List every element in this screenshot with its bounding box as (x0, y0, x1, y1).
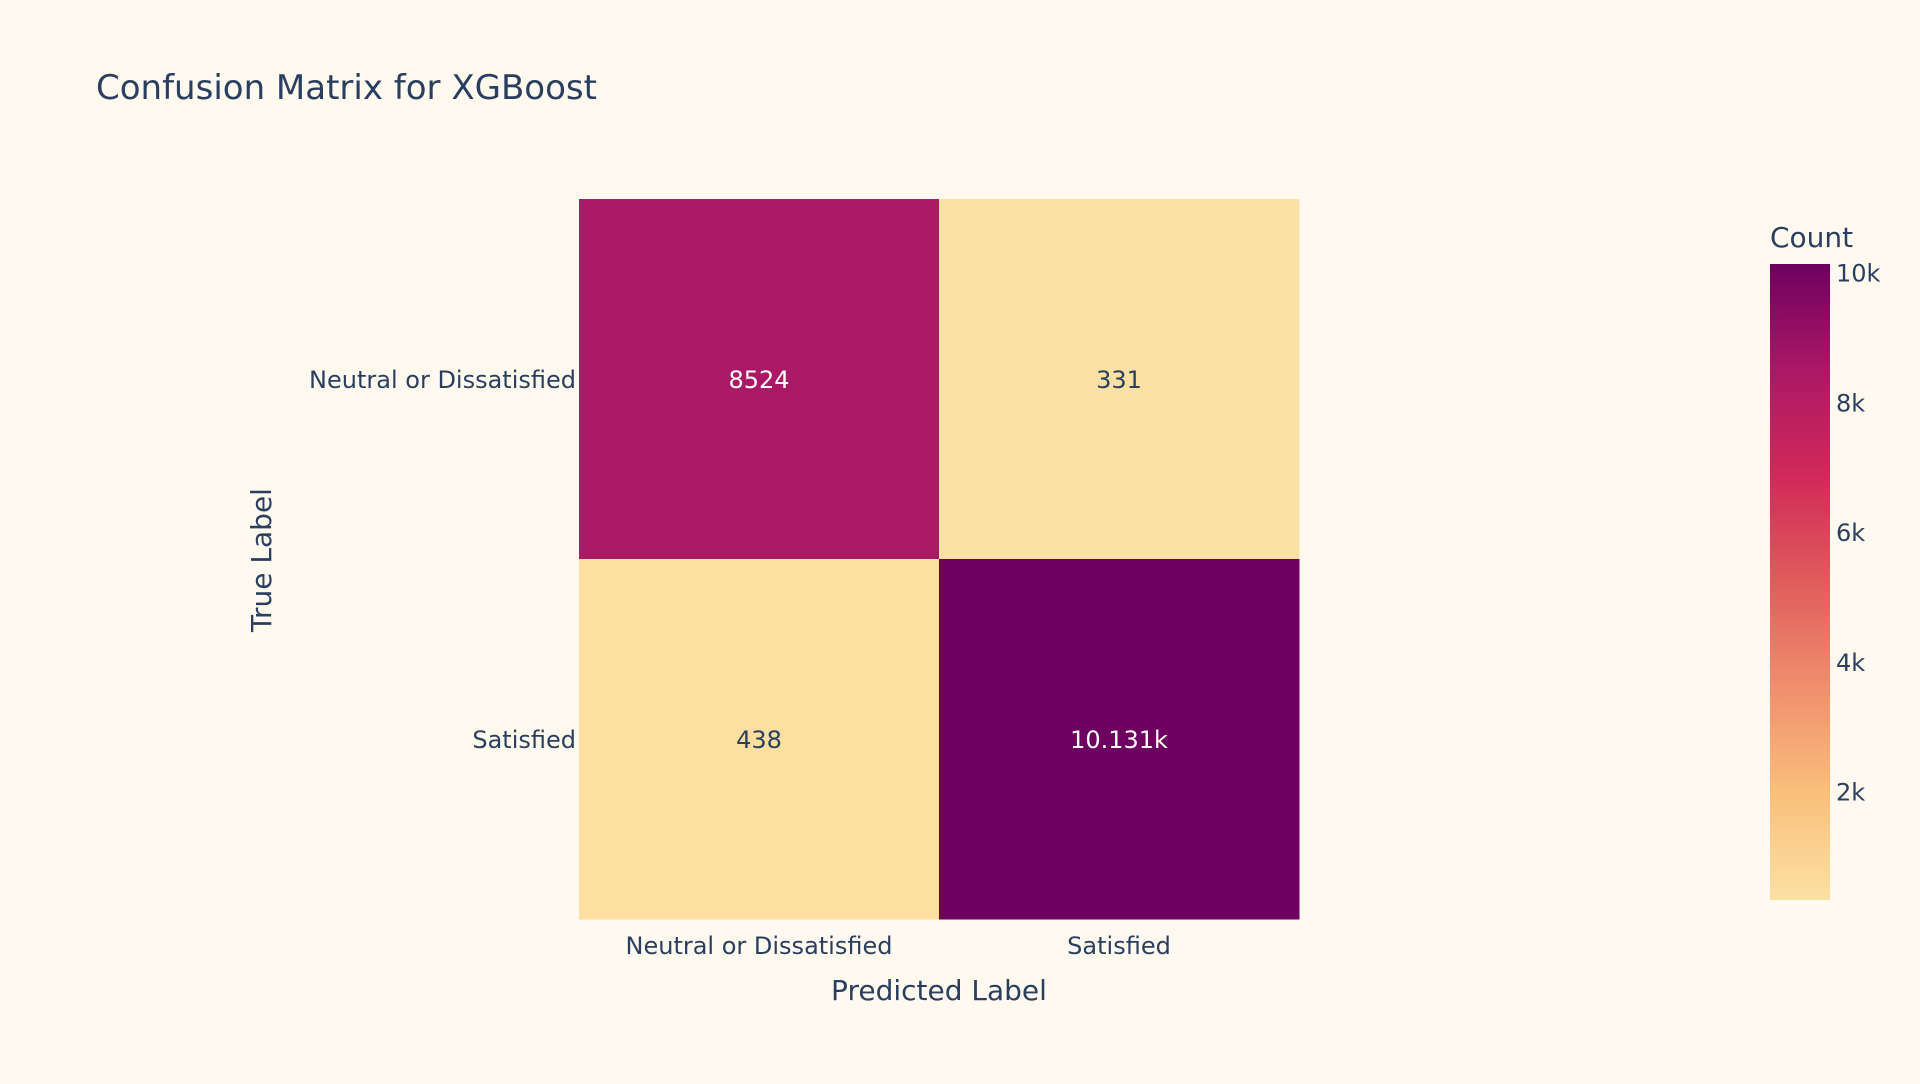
cell-value-label-satisfied-neutral-or-dissatisfied: 438 (736, 726, 782, 754)
cell-value-label-satisfied-satisfied: 10.131k (1070, 726, 1168, 754)
x-tick-label-satisfied: Satisfied (1067, 932, 1171, 960)
cell-value-label-neutral-or-dissatisfied-satisfied: 331 (1096, 366, 1142, 394)
y-tick-label-neutral-or-dissatisfied: Neutral or Dissatisfied (309, 366, 576, 394)
y-tick-label-satisfied: Satisfied (472, 726, 576, 754)
colorbar-tick-label-4k: 4k (1836, 649, 1865, 677)
colorbar (1770, 264, 1830, 900)
heatmap-cell-neutral-or-dissatisfied-neutral-or-dissatisfied (579, 199, 940, 560)
colorbar-tick-label-8k: 8k (1836, 389, 1865, 417)
heatmap-cell-satisfied-satisfied (939, 559, 1300, 920)
colorbar-title: Count (1770, 221, 1853, 254)
heatmap-cell-neutral-or-dissatisfied-satisfied (939, 199, 1300, 560)
heatmap-cells (579, 199, 1300, 920)
heatmap-cell-labels: 8524 331 438 10.131k (728, 366, 1168, 754)
chart-title: Confusion Matrix for XGBoost (96, 68, 597, 108)
x-tick-label-neutral-or-dissatisfied: Neutral or Dissatisfied (626, 932, 893, 960)
x-axis-title: Predicted Label (831, 974, 1047, 1007)
colorbar-tick-label-10k: 10k (1836, 260, 1881, 288)
colorbar-tick-label-2k: 2k (1836, 779, 1865, 807)
y-axis-title: True Label (245, 488, 278, 633)
heatmap-cell-satisfied-neutral-or-dissatisfied (579, 559, 940, 920)
y-axis-ticks: Neutral or Dissatisfied Satisfied (309, 366, 576, 754)
colorbar-ticks: 2k 4k 6k 8k 10k (1836, 260, 1881, 807)
x-axis-ticks: Neutral or Dissatisfied Satisfied (626, 932, 1171, 960)
colorbar-tick-label-6k: 6k (1836, 519, 1865, 547)
cell-value-label-neutral-or-dissatisfied-neutral-or-dissatisfied: 8524 (728, 366, 789, 394)
